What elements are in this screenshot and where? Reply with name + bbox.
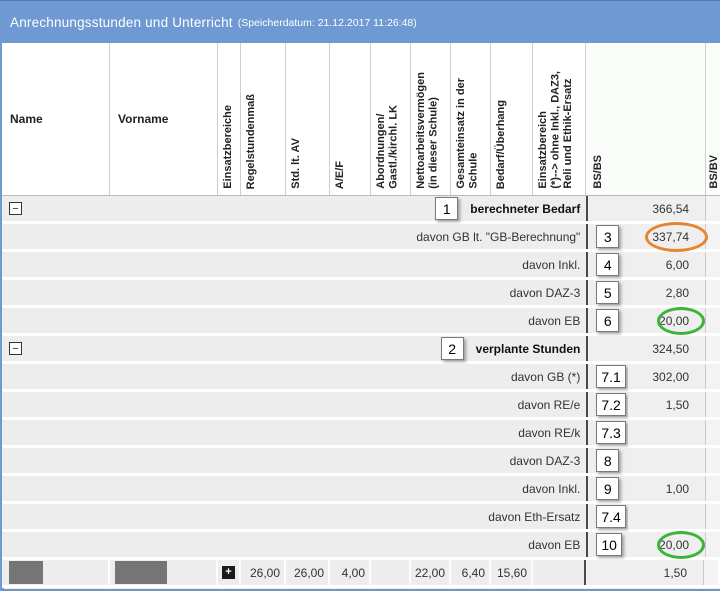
hours-table: Name Vorname Einsatzbereiche Regelstunde… [0,43,720,591]
row-value: 1,00 [628,476,707,501]
teacher-name-cell [2,560,110,585]
redacted-vorname [115,561,167,584]
column-header-einsatzbereich-star: Einsatzbereich (*)--> ohne Inkl., DAZ3, … [533,43,586,195]
detail-row-re-k: davon RE/k 7.3 [2,420,720,448]
teacher-bs-bs-cell: 1,50 [626,560,704,585]
row-value [628,448,707,473]
row-value: 20,00 [628,531,707,559]
teacher-std-lt-av-cell: 26,00 [286,560,330,585]
column-header-nettoarbeitsvermoegen: Nettoarbeitsvermögen (in dieser Schule) [411,43,451,195]
teacher-abordnungen-cell [371,560,411,585]
detail-row-inkl: davon Inkl. 4 6,00 [2,252,720,280]
detail-row-label: davon Eth-Ersatz [488,509,581,524]
callout-badge: 4 [596,253,620,276]
callout-badge: 1 [435,197,459,220]
group-row-berechneter-bedarf: − 1 berechneter Bedarf 366,54 [2,196,720,224]
detail-row-eb: davon EB 6 20,00 [2,307,720,336]
callout-badge: 3 [596,225,620,248]
teacher-vorname-cell [110,560,218,585]
detail-row-eth-ersatz: davon Eth-Ersatz 7.4 [2,504,720,532]
row-value: 20,00 [628,307,707,335]
expand-icon[interactable]: + [222,566,235,579]
group-row-label: berechneter Bedarf [470,201,581,216]
group-row-label: verplante Stunden [475,341,581,356]
save-date-subtitle: (Speicherdatum: 21.12.2017 11:26:48) [237,17,417,29]
row-value: 302,00 [628,364,707,389]
redacted-name [9,561,43,584]
callout-badge: 7.1 [596,365,626,388]
group-row-verplante-stunden: − 2 verplante Stunden 324,50 [2,336,720,364]
page-title: Anrechnungsstunden und Unterricht [10,14,233,30]
column-header-partial-right: BS/BV [706,43,720,195]
detail-row-label: davon GB (*) [510,369,581,384]
detail-row-label: davon EB [528,313,581,328]
detail-row-label: davon Inkl. [522,481,581,496]
column-header-std-lt-av: Std. lt. AV [286,43,330,195]
teacher-data-row[interactable]: + 26,00 26,00 4,00 22,00 6,40 15,60 1,50 [2,560,720,588]
detail-row-label: davon RE/k [518,425,581,440]
column-header-bs-bs: BS/BS [586,43,706,195]
callout-badge: 2 [440,337,464,360]
detail-row-label: davon RE/e [517,397,581,412]
column-header-name: Name [2,43,110,195]
callout-badge: 7.3 [596,421,626,444]
column-header-regelstundenmass: Regelstundenmaß [241,43,286,195]
column-header-gesamteinsatz: Gesamteinsatz in der Schule [451,43,491,195]
detail-row-daz3: davon DAZ-3 5 2,80 [2,280,720,308]
callout-badge: 10 [596,533,622,556]
detail-row-gb-star: davon GB (*) 7.1 302,00 [2,364,720,392]
detail-row-daz3-verplant: davon DAZ-3 8 [2,448,720,476]
detail-row-eb-verplant: davon EB 10 20,00 [2,531,720,560]
column-header-vorname: Vorname [110,43,218,195]
teacher-bedarf-ueberhang-cell: 15,60 [491,560,533,585]
detail-row-label: davon DAZ-3 [509,285,581,300]
teacher-aef-cell: 4,00 [330,560,371,585]
teacher-nettoarbeitsvermoegen-cell: 22,00 [411,560,451,585]
teacher-gesamteinsatz-cell: 6,40 [451,560,491,585]
detail-row-label: davon GB lt. "GB-Berechnung" [416,229,581,244]
column-header-aef: A/E/F [330,43,371,195]
teacher-einsatzbereich-cell [533,560,586,585]
collapse-icon[interactable]: − [9,342,22,355]
row-value: 2,80 [628,280,707,305]
detail-row-re-e: davon RE/e 7.2 1,50 [2,392,720,420]
detail-row-gb-berechnung: davon GB lt. "GB-Berechnung" 3 337,74 [2,222,720,252]
next-row-partial [2,588,720,591]
callout-badge: 8 [596,449,620,472]
teacher-regelstundenmass-cell: 26,00 [241,560,286,585]
detail-row-label: davon DAZ-3 [509,453,581,468]
callout-badge: 5 [596,281,620,304]
column-header-abordnungen: Abordnungen/ Gastl./kirchl. LK [371,43,411,195]
callout-badge: 6 [596,309,620,332]
row-value: 366,54 [628,196,707,221]
callout-badge: 9 [596,477,620,500]
collapse-icon[interactable]: − [9,202,22,215]
row-value [628,504,707,529]
detail-row-label: davon EB [528,537,581,552]
callout-badge: 7.4 [596,505,626,528]
row-value: 1,50 [628,392,707,417]
window-titlebar: Anrechnungsstunden und Unterricht (Speic… [0,0,720,43]
row-value [628,420,707,445]
row-value: 324,50 [628,336,707,361]
callout-badge: 7.2 [596,393,626,416]
teacher-einsatzbereiche-cell: + [218,560,241,585]
column-header-bedarf-ueberhang: Bedarf/Überhang [491,43,533,195]
row-value: 6,00 [628,252,707,277]
row-value: 337,74 [628,222,709,252]
detail-row-label: davon Inkl. [522,257,581,272]
table-header-row: Name Vorname Einsatzbereiche Regelstunde… [2,43,720,196]
detail-row-inkl-verplant: davon Inkl. 9 1,00 [2,476,720,504]
column-header-einsatzbereiche: Einsatzbereiche [218,43,241,195]
